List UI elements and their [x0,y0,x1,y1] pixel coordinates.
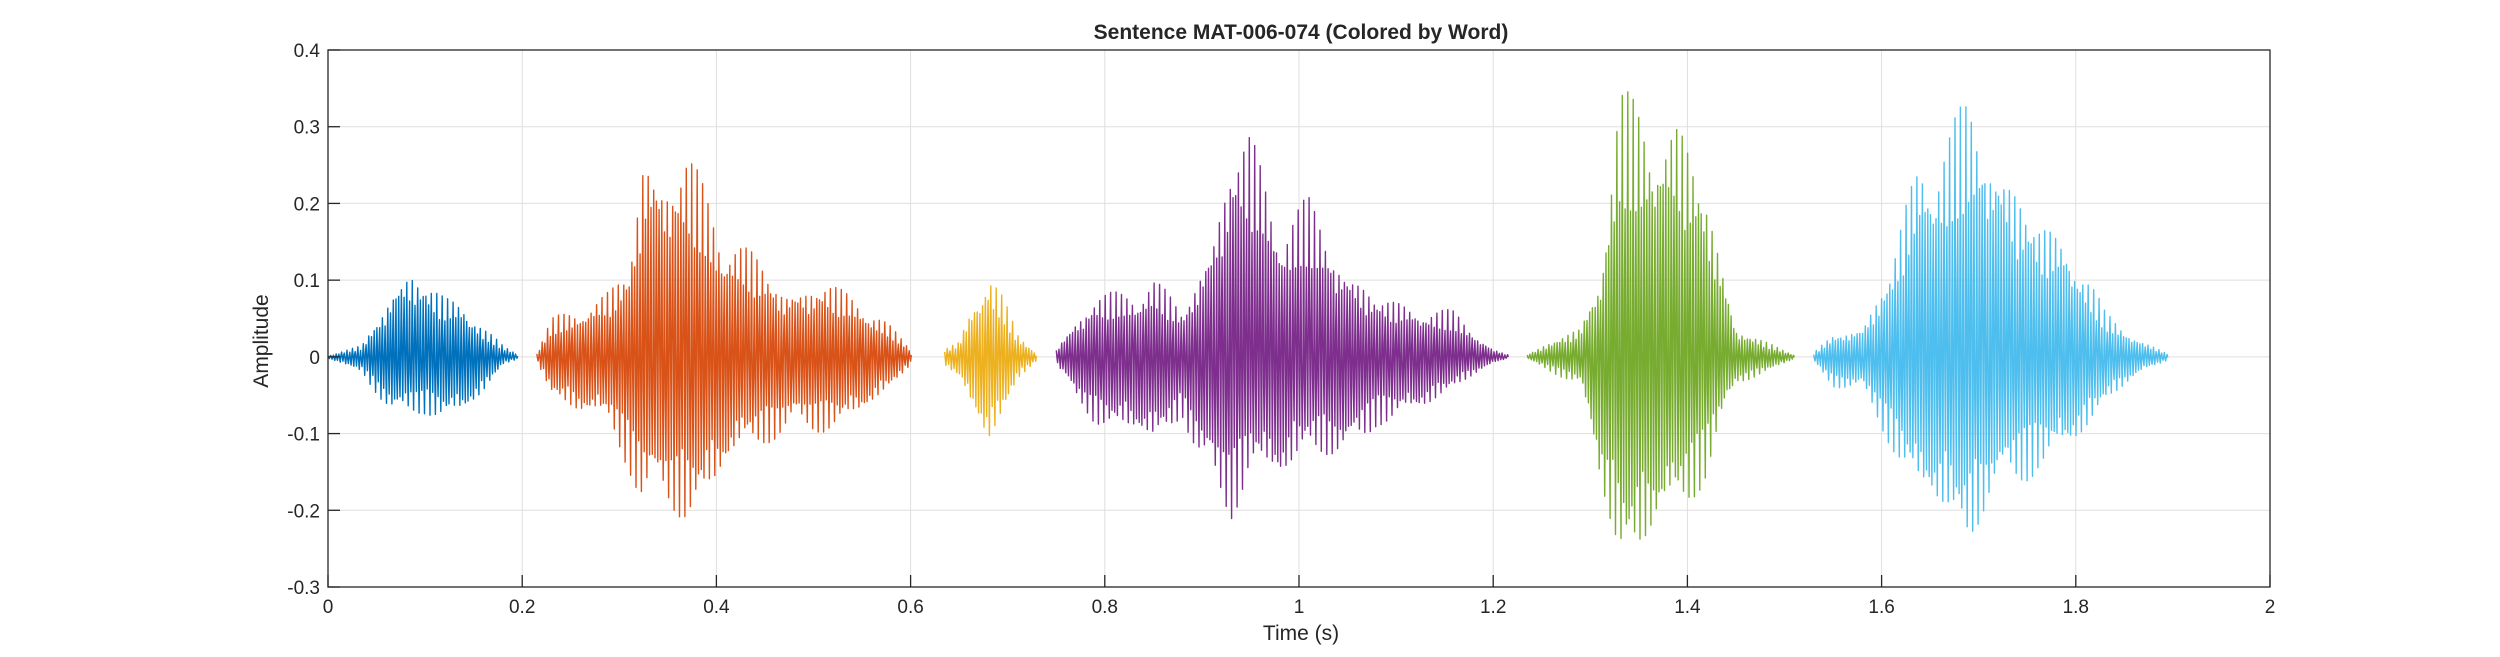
series-4-line [1055,136,1509,520]
y-tick-label: -0.2 [287,501,320,522]
y-tick-label: 0.1 [294,271,320,292]
series-6-line [1812,106,2169,532]
y-axis-label: Amplitude [250,294,273,387]
series-3-line [943,285,1037,437]
series-5-waveform [1526,91,1795,540]
x-axis-label: Time (s) [1263,622,1339,645]
series-1-waveform [327,279,519,416]
y-tick-label: 0 [309,348,320,369]
x-tick-label: 2 [2265,597,2276,618]
y-tick-label: 0.3 [294,118,320,139]
x-tick-label: 1 [1294,597,1305,618]
x-tick-label: 0.6 [897,597,923,618]
x-tick-label: 0.2 [509,597,535,618]
y-tick-label: -0.1 [287,425,320,446]
x-tick-label: 0.8 [1092,597,1118,618]
y-tick-label: 0.4 [294,41,321,62]
x-tick-label: 1.8 [2063,597,2089,618]
x-tick-label: 0 [323,597,334,618]
series-3-waveform [943,285,1037,437]
x-tick-label: 1.6 [1868,597,1894,618]
series-2-line [536,163,912,518]
x-tick-label: 1.4 [1674,597,1701,618]
y-tick-label: 0.2 [294,194,320,215]
series-2-waveform [536,163,912,518]
series-6-waveform [1812,106,2169,532]
series-1-line [327,279,519,416]
ticks: 0 0.2 0.4 0.6 0.8 1 1.2 1.4 1.6 1.8 2 -0.3 -0.2 -0.1 0… [287,41,2275,618]
x-tick-label: 1.2 [1480,597,1506,618]
series-layer [327,91,2169,540]
y-tick-label: -0.3 [287,578,320,599]
x-tick-label: 0.4 [703,597,730,618]
series-4-waveform [1055,136,1509,520]
chart-title: Sentence MAT-006-074 (Colored by Word) [1094,21,1509,44]
series-5-line [1526,91,1795,540]
